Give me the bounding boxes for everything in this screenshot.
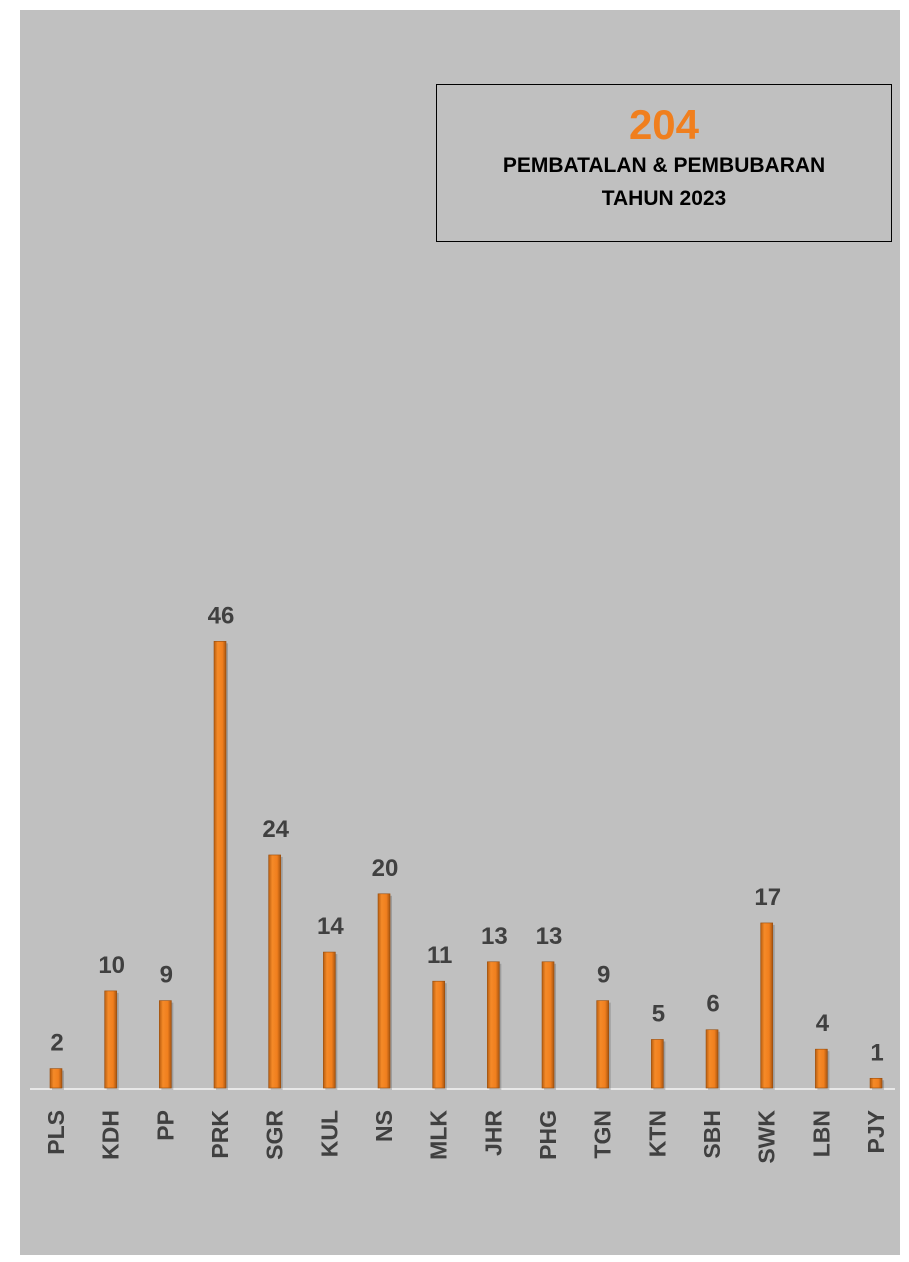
category-label-pls: PLS <box>43 1110 69 1155</box>
data-label-ns: 20 <box>372 855 399 882</box>
data-label-phg: 13 <box>536 923 563 950</box>
data-label-pls: 2 <box>50 1030 63 1057</box>
data-label-sbh: 6 <box>706 991 719 1018</box>
category-label-ktn: KTN <box>644 1110 670 1157</box>
bar-pjy <box>869 1077 883 1089</box>
data-label-pp: 9 <box>160 962 173 989</box>
category-label-swk: SWK <box>754 1110 780 1164</box>
bar-tgn <box>596 1000 610 1089</box>
category-label-kdh: KDH <box>98 1110 124 1160</box>
bar-pls <box>49 1068 63 1089</box>
category-label-lbn: LBN <box>808 1110 834 1157</box>
data-label-tgn: 9 <box>597 962 610 989</box>
bar-sgr <box>268 854 281 1089</box>
bar-pp <box>159 1000 172 1089</box>
summary-title: PEMBATALAN & PEMBUBARAN <box>502 154 826 177</box>
summary-box: 204 PEMBATALAN & PEMBUBARAN TAHUN 2023 <box>436 84 892 242</box>
category-label-mlk: MLK <box>426 1110 452 1160</box>
data-label-kdh: 10 <box>98 952 125 979</box>
category-label-tgn: TGN <box>590 1110 616 1159</box>
category-label-phg: PHG <box>535 1110 561 1160</box>
data-label-kul: 14 <box>317 913 344 940</box>
data-label-swk: 17 <box>754 884 781 911</box>
data-label-ktn: 5 <box>652 1000 665 1027</box>
category-label-sgr: SGR <box>262 1110 288 1160</box>
bar-ktn <box>651 1039 664 1089</box>
summary-year: TAHUN 2023 <box>601 187 727 210</box>
bar-swk <box>760 922 774 1089</box>
category-label-pjy: PJY <box>863 1110 889 1153</box>
bar-sbh <box>705 1029 719 1089</box>
data-label-prk: 46 <box>208 602 235 629</box>
total-count: 204 <box>628 101 700 148</box>
bar-ns <box>377 893 391 1089</box>
category-label-jhr: JHR <box>480 1110 506 1156</box>
category-label-pp: PP <box>152 1110 178 1141</box>
data-label-lbn: 4 <box>816 1010 830 1037</box>
bar-jhr <box>487 961 500 1089</box>
category-label-kul: KUL <box>316 1110 342 1157</box>
bar-kdh <box>104 990 117 1089</box>
data-label-mlk: 11 <box>427 942 452 969</box>
bar-kul <box>323 951 336 1089</box>
bar-lbn <box>815 1048 828 1089</box>
data-label-jhr: 13 <box>481 923 508 950</box>
bar-mlk <box>432 980 445 1089</box>
bar-prk <box>213 641 227 1089</box>
data-label-pjy: 1 <box>870 1039 883 1066</box>
category-label-ns: NS <box>371 1110 397 1142</box>
category-label-prk: PRK <box>207 1110 233 1159</box>
data-label-sgr: 24 <box>262 816 289 843</box>
bar-phg <box>541 961 555 1089</box>
category-label-sbh: SBH <box>699 1110 725 1159</box>
